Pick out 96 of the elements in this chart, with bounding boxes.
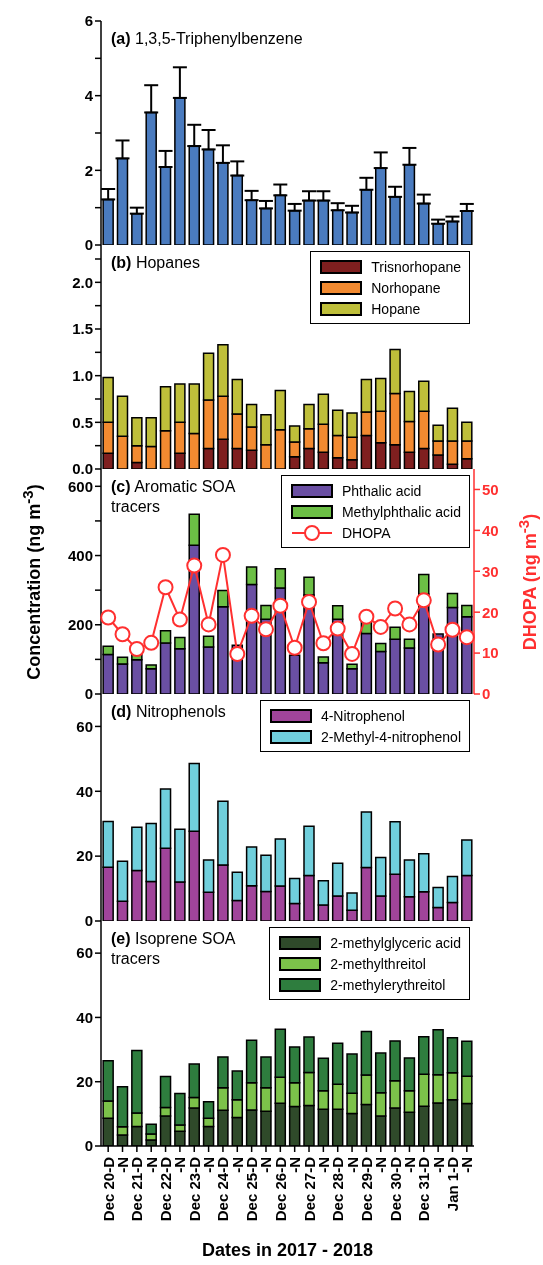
x-tick-label: Dec 20-D — [99, 1156, 117, 1222]
point — [186, 557, 203, 574]
y-tick-label: 6 — [84, 12, 93, 30]
point — [458, 629, 475, 646]
point — [100, 609, 117, 626]
point — [444, 621, 461, 638]
bar — [461, 210, 473, 245]
text: (b) Hopanes — [111, 254, 200, 271]
point — [315, 635, 332, 652]
y2-tick-label: 50 — [482, 480, 499, 498]
y-tick-label: 0 — [84, 912, 93, 930]
y-tick-label: 4 — [84, 86, 94, 104]
bar — [303, 576, 315, 596]
point — [157, 579, 174, 596]
y-tick-label: 60 — [76, 944, 93, 962]
x-axis-title: Dates in 2017 - 2018 — [200, 1240, 375, 1261]
point — [286, 639, 303, 656]
bar — [159, 166, 172, 245]
text: (e) Isoprene SOA tracers — [111, 930, 235, 967]
y-tick-label: 60 — [76, 717, 93, 735]
point — [329, 620, 346, 637]
legend-label: Norhopane — [371, 279, 441, 296]
bar — [231, 174, 244, 245]
y-tick-label: 2.0 — [72, 273, 93, 291]
point — [401, 616, 418, 633]
y-tick-label: 200 — [67, 616, 93, 634]
bar — [131, 212, 143, 245]
y2-tick-label: 10 — [482, 644, 499, 662]
y-tick-label: 1.5 — [72, 320, 93, 338]
point — [344, 645, 361, 662]
legend-label: 4-Nitrophenol — [320, 707, 405, 724]
text: (d) Nitrophenols — [111, 703, 226, 720]
legend-label: 2-methylglyceric acid — [330, 934, 461, 951]
y2-tick-label: 30 — [482, 562, 499, 580]
bar — [418, 573, 430, 595]
y-tick-label: 20 — [76, 847, 93, 865]
y2-tick-label: 20 — [482, 603, 499, 621]
y-tick-label: 1.0 — [72, 366, 93, 384]
point — [272, 597, 289, 614]
legend-label: DHOPA — [341, 524, 391, 541]
y-tick-label: 2 — [84, 161, 93, 179]
point — [415, 592, 432, 609]
point — [229, 645, 246, 662]
y-tick-label: 0 — [84, 1137, 93, 1155]
point — [171, 611, 188, 628]
point — [387, 600, 404, 617]
text: (c) Aromatic SOA tracers — [111, 478, 235, 515]
bar — [188, 145, 200, 245]
y-tick-label: 600 — [67, 477, 93, 495]
y-tick-label: 0 — [84, 685, 93, 703]
bar — [288, 209, 301, 245]
y-tick-label: 20 — [76, 1073, 93, 1091]
y-tick-label: 0 — [84, 236, 93, 254]
bar — [245, 199, 258, 245]
legend-label: Methylphthalic acid — [341, 503, 461, 520]
y2-tick-label: 40 — [482, 521, 499, 539]
legend-label: 2-Methyl-4-nitrophenol — [320, 728, 461, 745]
text: (a) 1,3,5-Triphenylbenzene — [111, 30, 303, 47]
bar — [202, 148, 215, 245]
bar — [317, 199, 330, 245]
y-tick-label: 400 — [67, 546, 93, 564]
legend-label: 2-methylerythreitol — [330, 976, 446, 993]
bar — [403, 163, 416, 245]
bar — [274, 194, 287, 245]
bar — [346, 211, 358, 245]
legend-label: Hopane — [371, 300, 421, 317]
bar — [116, 157, 129, 245]
y-tick-label: 40 — [76, 1008, 93, 1026]
bar — [346, 667, 358, 694]
point — [301, 593, 318, 610]
bar — [288, 654, 301, 694]
point — [114, 626, 131, 643]
bar — [331, 209, 344, 245]
point — [372, 618, 389, 635]
point — [200, 616, 217, 633]
bar — [145, 667, 157, 694]
point — [243, 607, 260, 624]
point — [214, 546, 231, 563]
x-tick-label: -N — [458, 1157, 476, 1173]
bar — [374, 167, 387, 245]
y-tick-label: 0.5 — [72, 413, 93, 431]
point — [358, 608, 375, 625]
point — [128, 641, 145, 657]
y-tick-label: 0.0 — [72, 460, 93, 478]
bar — [131, 658, 143, 694]
y2-tick-label: 0 — [482, 685, 491, 703]
legend-label: 2-methylthreitol — [330, 955, 426, 972]
point — [143, 634, 160, 651]
point — [430, 636, 447, 653]
legend-label: Phthalic acid — [341, 482, 422, 499]
bar — [260, 207, 272, 245]
bar — [389, 196, 401, 245]
bar — [360, 189, 373, 245]
point — [257, 621, 274, 638]
y-tick-label: 40 — [76, 782, 93, 800]
legend-label: Trisnorhopane — [371, 258, 461, 275]
